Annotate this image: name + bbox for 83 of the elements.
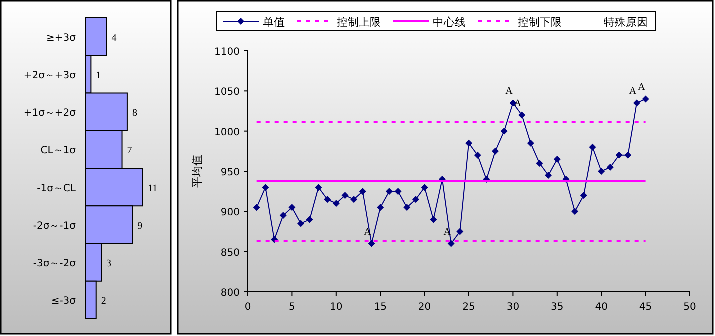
y-tick-label: 800 (220, 288, 240, 299)
point (288, 204, 296, 212)
x-tick-label: 50 (684, 302, 696, 313)
y-tick-label: ≥+3σ (46, 32, 77, 44)
point (394, 188, 402, 196)
point (456, 228, 464, 236)
point (342, 192, 349, 200)
data-label: 9 (138, 220, 143, 232)
point (315, 184, 322, 192)
point (545, 172, 552, 180)
y-tick-label: CL～1σ (40, 146, 77, 157)
point (589, 144, 596, 151)
point (448, 240, 455, 248)
data-label: 7 (127, 146, 132, 157)
point (412, 196, 420, 204)
point (633, 100, 640, 107)
x-tick-label: 10 (330, 302, 343, 313)
point (280, 212, 287, 220)
x-tick-label: 20 (418, 302, 432, 313)
point (262, 184, 270, 192)
point (332, 200, 340, 208)
point (386, 188, 393, 196)
point (421, 184, 428, 192)
annotation: A (629, 86, 638, 98)
point (492, 148, 500, 155)
y-tick-label: 1050 (214, 87, 240, 98)
y-tick-label: -2σ～-1σ (33, 220, 77, 232)
data-label: 8 (132, 108, 138, 120)
x-tick-label: 35 (551, 302, 564, 313)
y-tick-label: 900 (220, 208, 240, 219)
point (324, 196, 332, 204)
point (474, 152, 482, 159)
x-tick-label: 30 (506, 302, 520, 313)
point (430, 216, 438, 224)
point (616, 152, 623, 159)
y-tick-label: -1σ～CL (37, 183, 76, 194)
point (404, 204, 411, 212)
y-tick-label: 1000 (214, 127, 240, 138)
point (572, 208, 579, 216)
point (298, 220, 305, 228)
legend-label: 单值 (263, 16, 285, 29)
text: 特殊原因 (604, 16, 648, 29)
data-label: 4 (112, 32, 117, 44)
point (350, 196, 358, 204)
x-tick-label: 0 (244, 302, 252, 313)
point (518, 112, 526, 119)
legend-label: 中心线 (433, 16, 466, 29)
x-tick-label: 15 (374, 302, 387, 313)
data-label: 2 (101, 296, 106, 308)
x-tick-label: 5 (289, 302, 296, 313)
point (624, 152, 632, 159)
data-label: 1 (96, 70, 102, 82)
x-tick-label: 45 (639, 302, 652, 313)
y-tick-label: -3σ～-2σ (33, 258, 77, 270)
annotation: A (638, 82, 646, 94)
point (580, 192, 588, 200)
y-tick-label: ≤-3σ (51, 296, 77, 308)
point (368, 240, 376, 248)
point (606, 164, 614, 171)
point (536, 160, 544, 167)
point (527, 140, 534, 147)
y-axis-title: 平均值 (191, 155, 204, 188)
annotation: A (506, 86, 514, 98)
y-tick-label: 850 (220, 248, 240, 259)
data-label: 11 (148, 183, 158, 194)
point (642, 96, 650, 103)
x-tick-label: 40 (595, 302, 608, 313)
point (306, 216, 314, 224)
point (377, 204, 384, 212)
x-tick-label: 25 (462, 302, 476, 313)
y-tick-label: 1100 (214, 47, 240, 58)
y-tick-label: 950 (220, 168, 240, 178)
point (466, 140, 472, 147)
legend-label: 控制上限 (337, 16, 381, 29)
point (598, 168, 606, 175)
point (500, 128, 508, 135)
legend-label: 控制下限 (518, 16, 562, 29)
point (253, 204, 260, 212)
point (359, 188, 366, 196)
data-label: 3 (106, 258, 112, 270)
y-tick-label: +1σ～+2σ (24, 108, 77, 120)
point (554, 156, 561, 163)
y-tick-label: +2σ～+3σ (24, 70, 77, 82)
